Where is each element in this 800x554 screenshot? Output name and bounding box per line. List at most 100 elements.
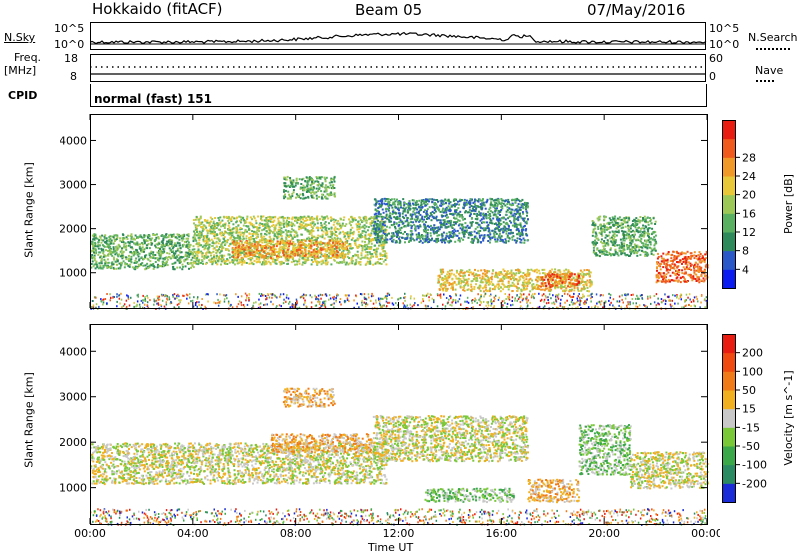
velocity-colorbar: 200 100 50 15 -15 -50 -100 -200 Velocity [m s^-1… (722, 334, 795, 503)
power-scatter-noise (90, 292, 708, 310)
velocity-colorbar-cell-1 (722, 464, 736, 484)
velocity-xtick-3: 12:00 (383, 527, 415, 540)
power-ytick-2: 3000 (60, 179, 87, 192)
noise-sky-label: N.Sky (4, 31, 36, 44)
velocity-colorbar-cell-6 (722, 371, 736, 391)
noise-tick-top-left: 10^5 (54, 22, 85, 35)
power-colorbar-cell-2 (722, 232, 736, 252)
velocity-cb-tick-6: -100 (742, 459, 767, 472)
power-cb-tick-0: 4 (742, 263, 749, 276)
power-cb-tick-2: 12 (742, 226, 756, 239)
power-colorbar-cell-1 (722, 250, 736, 270)
noise-search-label: N.Search (748, 31, 798, 44)
velocity-cb-tick-0: 200 (742, 347, 763, 360)
power-ytick-1: 2000 (60, 223, 87, 236)
power-colorbar-cell-5 (722, 176, 736, 196)
power-cb-tick-1: 8 (742, 245, 749, 258)
velocity-scatter-noise (90, 508, 708, 526)
velocity-colorbar-cell-0 (722, 483, 736, 503)
velocity-xtick-2: 08:00 (280, 527, 312, 540)
velocity-heatmap: 1000 2000 3000 4000 00:00 04:00 08:00 12:00 16:0… (60, 324, 720, 540)
noise-panel (90, 22, 707, 50)
velocity-region-6 (578, 424, 632, 476)
noise-frame (90, 22, 706, 50)
noise-tick-top-right: 10^5 (709, 22, 740, 35)
freq-tick-top: 18 (64, 52, 78, 65)
velocity-colorbar-frame (722, 334, 736, 503)
velocity-cb-tick-7: -200 (742, 477, 767, 490)
velocity-cb-tick-2: 50 (742, 384, 756, 397)
beam-title: Beam 05 (355, 1, 423, 19)
velocity-region-5 (527, 478, 581, 504)
power-region-2 (231, 239, 349, 260)
power-frame (90, 114, 708, 309)
power-colorbar-cell-4 (722, 194, 736, 214)
velocity-xtick-6: 00:00 (691, 527, 720, 540)
power-heatmap: 1000 2000 3000 4000 (60, 114, 709, 310)
power-region-0 (90, 233, 195, 271)
velocity-colorbar-cell-3 (722, 427, 736, 447)
cpid-panel (90, 84, 707, 107)
velocity-region-4 (424, 487, 516, 504)
power-region-5 (437, 268, 593, 293)
velocity-region-7 (629, 451, 709, 490)
date-title: 07/May/2016 (587, 1, 686, 19)
freq-unit-label: [MHz] (4, 64, 37, 77)
power-cb-tick-6: 28 (742, 151, 756, 164)
velocity-cb-tick-1: 100 (742, 365, 763, 378)
power-colorbar-frame (722, 120, 736, 289)
velocity-region-3 (372, 414, 529, 463)
power-colorbar-cell-8 (722, 120, 736, 140)
freq-panel (90, 54, 706, 82)
noise-tick-bottom-right: 10^0 (709, 38, 740, 51)
power-region-8 (655, 250, 709, 284)
velocity-ytick-2: 3000 (60, 391, 87, 404)
power-ylabel: Slant Range [km] (22, 162, 36, 258)
velocity-xtick-4: 16:00 (485, 527, 517, 540)
velocity-region-1 (270, 433, 375, 454)
cpid-label: CPID (8, 89, 38, 102)
velocity-ytick-0: 1000 (60, 482, 87, 495)
power-ytick-0: 1000 (60, 267, 87, 280)
noise-tick-bottom-left: 10^0 (54, 38, 85, 51)
power-cb-tick-3: 16 (742, 207, 756, 220)
velocity-cb-tick-3: 15 (742, 403, 756, 416)
velocity-colorbar-cell-2 (722, 446, 736, 466)
velocity-colorbar-cell-7 (722, 352, 736, 372)
velocity-region-2 (282, 387, 336, 408)
velocity-cb-label: Velocity [m s^-1] (782, 370, 795, 465)
nave-label: Nave (755, 64, 784, 77)
velocity-cb-tick-4: -15 (742, 421, 760, 434)
power-region-6 (540, 272, 581, 288)
power-region-3 (282, 175, 336, 200)
freq-tick-bottom: 8 (70, 70, 77, 83)
power-region-4 (372, 197, 529, 244)
velocity-cb-tick-5: -50 (742, 440, 760, 453)
velocity-xtick-0: 00:00 (74, 527, 106, 540)
power-colorbar-cell-7 (722, 138, 736, 158)
power-colorbar: 4 8 12 16 20 24 28 Power [dB] (722, 120, 795, 289)
power-colorbar-cell-6 (722, 157, 736, 177)
velocity-xtick-5: 20:00 (588, 527, 620, 540)
power-cb-label: Power [dB] (782, 174, 795, 234)
noise-search-dots (756, 48, 790, 50)
power-cb-tick-5: 24 (742, 170, 756, 183)
power-cb-tick-4: 20 (742, 189, 756, 202)
velocity-ytick-1: 2000 (60, 436, 87, 449)
nave-dots (756, 80, 774, 82)
velocity-colorbar-cell-4 (722, 408, 736, 428)
nave-tick-bottom: 0 (709, 70, 716, 83)
power-region-7 (591, 215, 658, 258)
velocity-ytick-3: 4000 (60, 345, 87, 358)
nave-tick-top: 60 (709, 52, 723, 65)
x-axis-label: Time UT (368, 541, 414, 554)
velocity-colorbar-cell-8 (722, 334, 736, 354)
power-colorbar-cell-3 (722, 213, 736, 233)
station-title: Hokkaido (fitACF) (92, 0, 223, 18)
freq-label: Freq. (14, 51, 42, 64)
cpid-mode: normal (fast) 151 (94, 92, 212, 106)
power-ytick-3: 4000 (60, 134, 87, 147)
freq-frame (90, 54, 706, 82)
power-colorbar-cell-0 (722, 269, 736, 289)
velocity-xtick-1: 04:00 (177, 527, 209, 540)
